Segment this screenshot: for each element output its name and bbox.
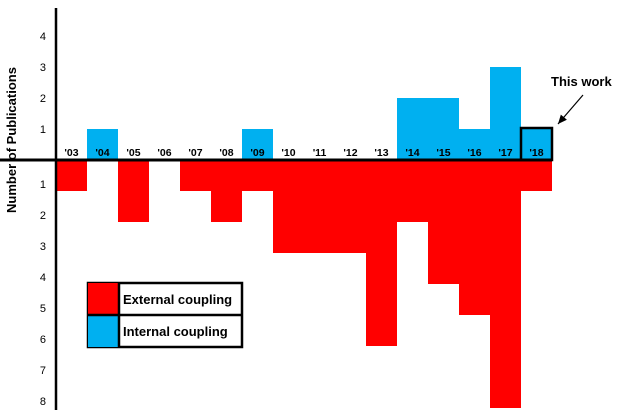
x-tick-label: '05 [126, 147, 140, 159]
x-tick-label: '12 [343, 147, 357, 159]
y-tick-label: 4 [40, 272, 46, 284]
this-work-highlight-box [519, 126, 554, 162]
y-tick-label: 7 [40, 365, 46, 377]
x-tick-label: '16 [467, 147, 481, 159]
external-bar [521, 160, 552, 191]
y-tick-labels: 1 2 3 4 1 2 3 4 5 6 7 8 [40, 31, 46, 408]
x-tick-label: '07 [188, 147, 202, 159]
legend-label-internal: Internal coupling [123, 324, 228, 339]
external-bar [490, 160, 521, 408]
x-tick-label: '14 [405, 147, 419, 159]
y-tick-label: 3 [40, 62, 46, 74]
y-tick-label: 5 [40, 303, 46, 315]
internal-bar [459, 129, 490, 160]
y-tick-label: 3 [40, 241, 46, 253]
external-bar [180, 160, 211, 191]
external-bar [304, 160, 335, 253]
x-tick-label: '08 [219, 147, 233, 159]
y-tick-label: 6 [40, 334, 46, 346]
external-bar [397, 160, 428, 222]
external-coupling-bars [56, 160, 552, 408]
y-tick-label: 2 [40, 210, 46, 222]
x-tick-label: '15 [436, 147, 450, 159]
arrow-head-icon [558, 114, 567, 124]
external-bar [56, 160, 87, 191]
x-tick-label: '10 [281, 147, 295, 159]
internal-bar [428, 98, 459, 160]
y-tick-label: 1 [40, 179, 46, 191]
external-bar [459, 160, 490, 315]
this-work-annotation: This work [551, 74, 612, 89]
external-bar [428, 160, 459, 284]
x-tick-label: '04 [95, 147, 109, 159]
external-bar [335, 160, 366, 253]
external-bar [273, 160, 304, 253]
external-bar [118, 160, 149, 222]
x-tick-label: '18 [529, 147, 543, 159]
y-tick-label: 2 [40, 93, 46, 105]
x-tick-labels: '03 '04 '05 '06 '07 '08 '09 '10 '11 '12 '13 '14 '15 '… [64, 147, 543, 159]
y-tick-label: 8 [40, 396, 46, 408]
external-bar [366, 160, 397, 346]
internal-bar [490, 67, 521, 160]
x-tick-label: '06 [157, 147, 171, 159]
legend-swatch-external [88, 283, 119, 315]
y-axis-title: Number of Publications [4, 67, 19, 213]
legend-label-external: External coupling [123, 292, 232, 307]
internal-coupling-bars [87, 67, 552, 160]
x-tick-label: '03 [64, 147, 78, 159]
x-tick-label: '11 [313, 147, 327, 159]
external-bar [211, 160, 242, 222]
legend: External coupling Internal coupling [86, 281, 244, 349]
x-tick-label: '09 [250, 147, 264, 159]
internal-bar [87, 129, 118, 160]
internal-bar [397, 98, 428, 160]
y-tick-label: 1 [40, 124, 46, 136]
internal-bar [521, 129, 552, 160]
internal-bar [242, 129, 273, 160]
y-tick-label: 4 [40, 31, 46, 43]
x-tick-label: '17 [498, 147, 512, 159]
external-bar [242, 160, 273, 191]
x-tick-label: '13 [374, 147, 388, 159]
legend-swatch-internal [88, 315, 119, 347]
